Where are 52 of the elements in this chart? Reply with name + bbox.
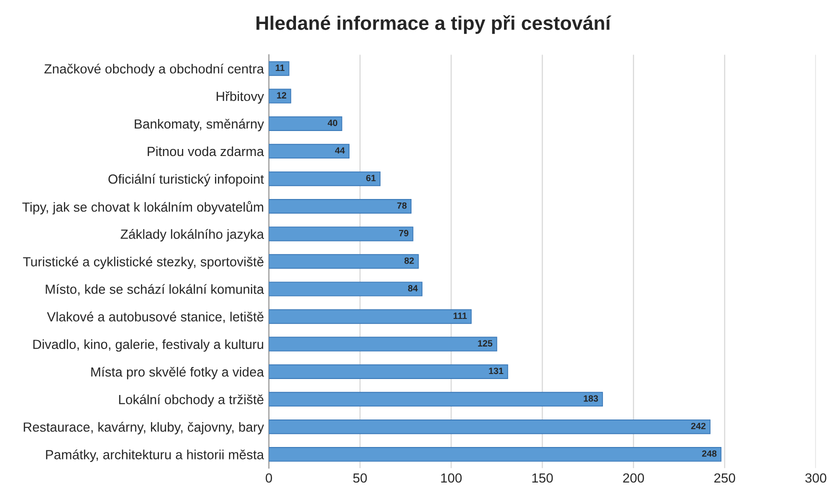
y-tick-label: Divadlo, kino, galerie, festivaly a kulturu [33, 339, 264, 352]
y-tick-label: Místo, kde se schází lokální komunita [46, 284, 264, 296]
x-tick-label: 0 [266, 473, 272, 483]
y-tick-label: Vlakové a autobusové stanice, letiště [46, 312, 264, 324]
bar [268, 254, 419, 269]
data-label: 131 [489, 368, 504, 374]
data-label: 248 [702, 450, 717, 457]
bar [268, 364, 508, 379]
bar [268, 309, 472, 324]
bar [268, 61, 290, 76]
bar [268, 419, 710, 434]
bar [268, 116, 342, 131]
x-tick-label: 100 [441, 473, 462, 483]
y-tick-label: Bankomaty, směnárny [134, 118, 264, 132]
y-tick-label: Místa pro skvělé fotky a videa [91, 366, 264, 380]
data-label: 40 [328, 120, 338, 126]
x-tick-label: 200 [623, 473, 644, 483]
y-tick-label: Oficiální turistický infopoint [108, 174, 264, 186]
x-tick-label: 300 [805, 473, 826, 483]
data-label: 78 [397, 202, 407, 209]
data-label: 61 [366, 174, 376, 182]
data-label: 11 [276, 64, 285, 71]
bar [268, 392, 603, 407]
chart-title: Hledané informace a tipy při cestování [256, 15, 612, 34]
bar [268, 336, 498, 352]
y-tick-label: Památky, architekturu a historii města [46, 449, 264, 462]
data-label: 84 [408, 285, 418, 292]
bar [268, 447, 722, 462]
y-tick-label: Pitnou voda zdarma [148, 146, 264, 156]
bar [268, 171, 380, 186]
bar [268, 282, 422, 296]
y-tick-label: Tipy, jak se chovat k lokálním obyvatelům [22, 201, 264, 214]
x-tick-label: 150 [532, 473, 553, 483]
y-tick-label: Turistické a cyklistické stezky, sportoviště [23, 256, 264, 270]
y-tick-label: Značkové obchody a obchodní centra [44, 64, 264, 76]
data-label: 44 [335, 147, 345, 154]
data-label: 111 [454, 312, 467, 319]
data-label: 125 [478, 340, 492, 347]
x-tick-label: 250 [714, 473, 736, 483]
data-label: 183 [584, 395, 598, 402]
bar [268, 199, 412, 214]
x-tick-label: 50 [353, 473, 367, 483]
y-tick-label: Hřbitovy [216, 91, 264, 104]
y-tick-label: Základy lokálního jazyka [120, 229, 264, 242]
bar [268, 226, 414, 242]
data-label: 79 [399, 230, 408, 236]
y-tick-label: Restaurace, kavárny, kluby, čajovny, bary [24, 422, 264, 434]
data-label: 82 [404, 257, 414, 264]
data-label: 12 [277, 92, 286, 98]
y-tick-label: Lokální obchody a tržiště [119, 394, 264, 407]
bar [268, 144, 350, 159]
data-label: 242 [691, 422, 706, 430]
